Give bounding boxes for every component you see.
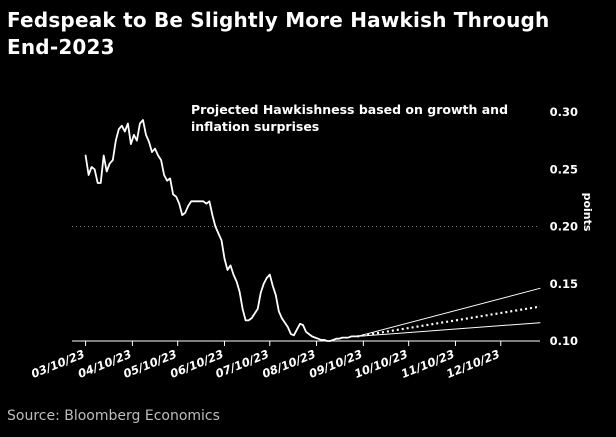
x-axis-ticks: 03/10/2304/10/2305/10/2306/10/2307/10/23…	[29, 341, 502, 381]
series-line-1	[356, 287, 541, 337]
chart-title: Fedspeak to Be Slightly More Hawkish Thr…	[7, 8, 550, 59]
y-tick-label: 0.20	[550, 220, 578, 234]
series-line-3	[356, 322, 541, 337]
y-axis-ticks: 0.30 0.25 0.20 0.15 0.10	[550, 105, 578, 348]
series-layer	[72, 119, 541, 342]
y-tick-label: 0.15	[550, 277, 578, 291]
source-note: Source: Bloomberg Economics	[7, 408, 220, 424]
y-tick-label: 0.25	[550, 162, 578, 176]
y-axis-label: points	[581, 193, 594, 232]
series-line-2	[357, 305, 541, 338]
annotation-line-1: Projected Hawkishness based on growth an…	[191, 102, 508, 117]
y-tick-label: 0.10	[550, 334, 578, 348]
series-line-0	[84, 119, 359, 342]
annotation-line-2: inflation surprises	[191, 119, 319, 134]
y-tick-label: 0.30	[550, 105, 578, 119]
